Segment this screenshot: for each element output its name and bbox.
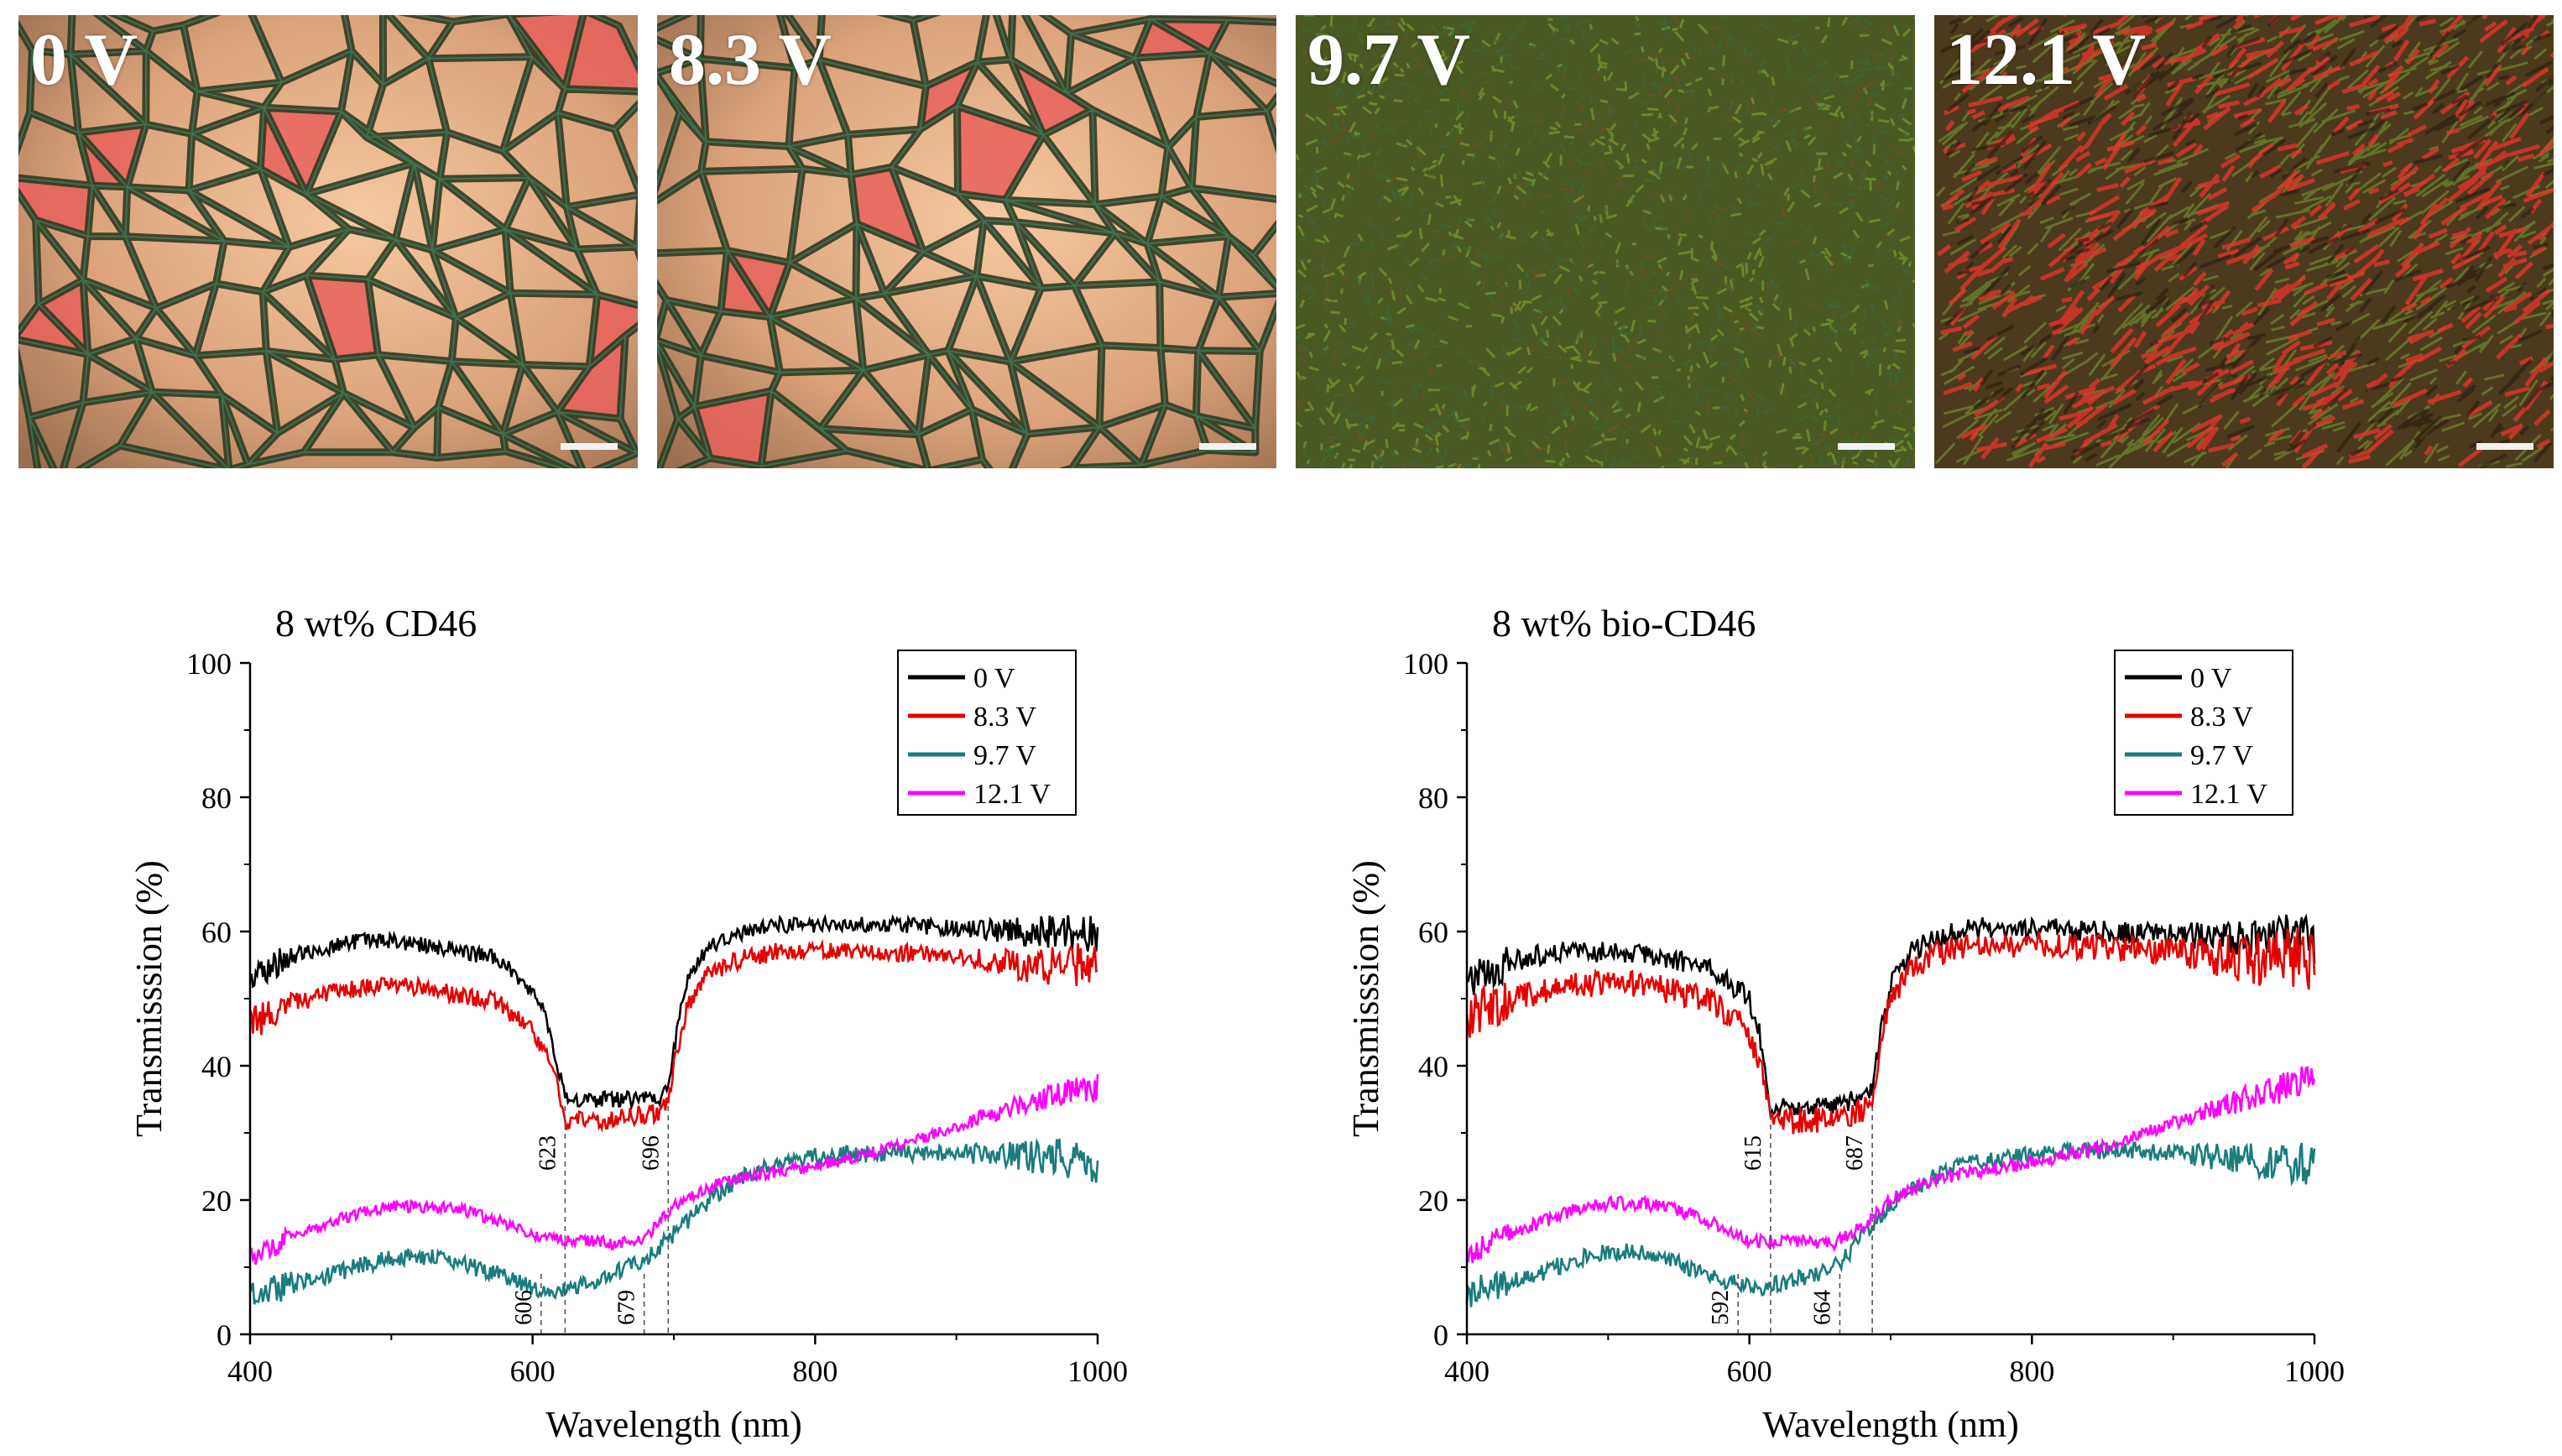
micrograph-9-7v: 9.7 V — [1296, 15, 1915, 468]
micrograph-image — [657, 15, 1276, 468]
texture-dark — [1939, 15, 2554, 468]
legend-label: 8.3 V — [2190, 702, 2253, 733]
legend-label: 8.3 V — [973, 702, 1036, 733]
y-tick-label: 0 — [1433, 1318, 1448, 1352]
chart-bio-cd46: 8 wt% bio-CD46 615 687 592 664 0 20 40 60 80 100 40… — [1343, 587, 2551, 1456]
x-tick-label: 400 — [1444, 1354, 1490, 1388]
voltage-label: 0 V — [30, 19, 138, 101]
annotation-label: 615 — [1740, 1135, 1766, 1171]
x-axis-label: Wavelength (nm) — [545, 1404, 802, 1445]
network-wall-highlights — [657, 15, 1276, 468]
network-wall-highlights — [18, 15, 638, 468]
y-axis-label: Transmisssion (%) — [128, 860, 170, 1137]
birefringent-domain — [306, 275, 378, 360]
micrograph-image — [18, 15, 638, 468]
birefringent-domain — [557, 336, 626, 419]
series-line-12-1-V — [1466, 1066, 2316, 1264]
texture-green — [1296, 15, 1915, 468]
legend-label: 0 V — [2190, 663, 2232, 694]
scale-bar — [1838, 443, 1895, 450]
x-tick-label: 1000 — [1067, 1354, 1128, 1388]
scale-bar — [561, 443, 618, 450]
micrograph-0v: 0 V — [18, 15, 638, 468]
micrograph-image — [1296, 15, 1915, 468]
micrograph-12-1v: 12.1 V — [1934, 15, 2554, 468]
y-tick-label: 80 — [201, 781, 232, 815]
chart-cd46: 8 wt% CD46 623 696 606 679 0 20 40 60 80 100 400 600… — [126, 587, 1334, 1456]
texture-teal — [1296, 15, 1915, 468]
micrograph-image — [1934, 15, 2554, 468]
micrograph-8-3v: 8.3 V — [657, 15, 1276, 468]
series-line-9-7-V — [1465, 1138, 2316, 1307]
series-line-12-1-V — [249, 1073, 1099, 1266]
annotation-label: 679 — [614, 1290, 640, 1325]
legend-label: 9.7 V — [2190, 740, 2253, 771]
legend-label: 12.1 V — [973, 779, 1051, 810]
legend-label: 12.1 V — [2190, 779, 2267, 810]
micrograph-background — [18, 15, 638, 468]
y-tick-label: 60 — [201, 916, 232, 949]
y-tick-label: 60 — [1418, 916, 1448, 949]
x-tick-label: 1000 — [2284, 1354, 2345, 1388]
texture-brown — [1296, 15, 1915, 468]
birefringent-domain — [18, 178, 92, 237]
micrograph-row: 0 V 8.3 V 9.7 V 12.1 V — [0, 0, 2562, 487]
y-tick-label: 0 — [217, 1318, 232, 1352]
chart-cd46-svg: 8 wt% CD46 623 696 606 679 0 20 40 60 80 100 400 600… — [128, 602, 1128, 1445]
birefringent-domain — [694, 390, 772, 467]
annotation-label: 606 — [511, 1290, 537, 1325]
voltage-label: 9.7 V — [1307, 19, 1470, 101]
y-tick-label: 20 — [201, 1184, 232, 1218]
chart-title: 8 wt% CD46 — [275, 602, 477, 645]
birefringent-domain — [920, 62, 978, 130]
y-axis-label: Transmisssion (%) — [1345, 860, 1386, 1137]
legend-label: 0 V — [973, 663, 1015, 694]
x-tick-label: 600 — [1727, 1354, 1772, 1388]
x-axis-label: Wavelength (nm) — [1762, 1404, 2019, 1445]
x-tick-label: 600 — [510, 1354, 556, 1388]
annotation-label: 664 — [1809, 1290, 1835, 1325]
y-tick-label: 20 — [1418, 1184, 1448, 1218]
annotation-label: 687 — [1842, 1135, 1868, 1171]
y-tick-label: 40 — [201, 1050, 232, 1083]
chart-title: 8 wt% bio-CD46 — [1492, 602, 1756, 645]
series-line-8-3-V — [248, 938, 1098, 1133]
y-tick-label: 100 — [1403, 647, 1448, 681]
annotation-label: 592 — [1708, 1290, 1734, 1325]
y-tick-label: 100 — [186, 647, 232, 681]
series-line-0-V — [1466, 913, 2316, 1119]
micrograph-background — [1296, 15, 1915, 468]
birefringent-domain — [589, 294, 638, 367]
birefringent-domain — [851, 167, 924, 253]
y-tick-label: 40 — [1418, 1050, 1448, 1083]
voltage-label: 8.3 V — [669, 19, 832, 101]
x-tick-label: 800 — [792, 1354, 837, 1388]
scale-bar — [1199, 443, 1256, 450]
legend-label: 9.7 V — [973, 740, 1036, 771]
voltage-label: 12.1 V — [1946, 19, 2146, 101]
series-line-8-3-V — [1465, 927, 2316, 1135]
series-line-9-7-V — [248, 1137, 1099, 1305]
y-tick-label: 80 — [1418, 781, 1448, 815]
annotation-label: 696 — [638, 1135, 664, 1171]
chart-bio-cd46-svg: 8 wt% bio-CD46 615 687 592 664 0 20 40 60 80 100 40… — [1345, 602, 2345, 1445]
x-tick-label: 400 — [227, 1354, 273, 1388]
scale-bar — [2476, 443, 2533, 450]
x-tick-label: 800 — [2009, 1354, 2054, 1388]
annotation-label: 623 — [535, 1135, 561, 1171]
series-line-0-V — [248, 913, 1099, 1112]
birefringent-domain — [260, 107, 342, 195]
